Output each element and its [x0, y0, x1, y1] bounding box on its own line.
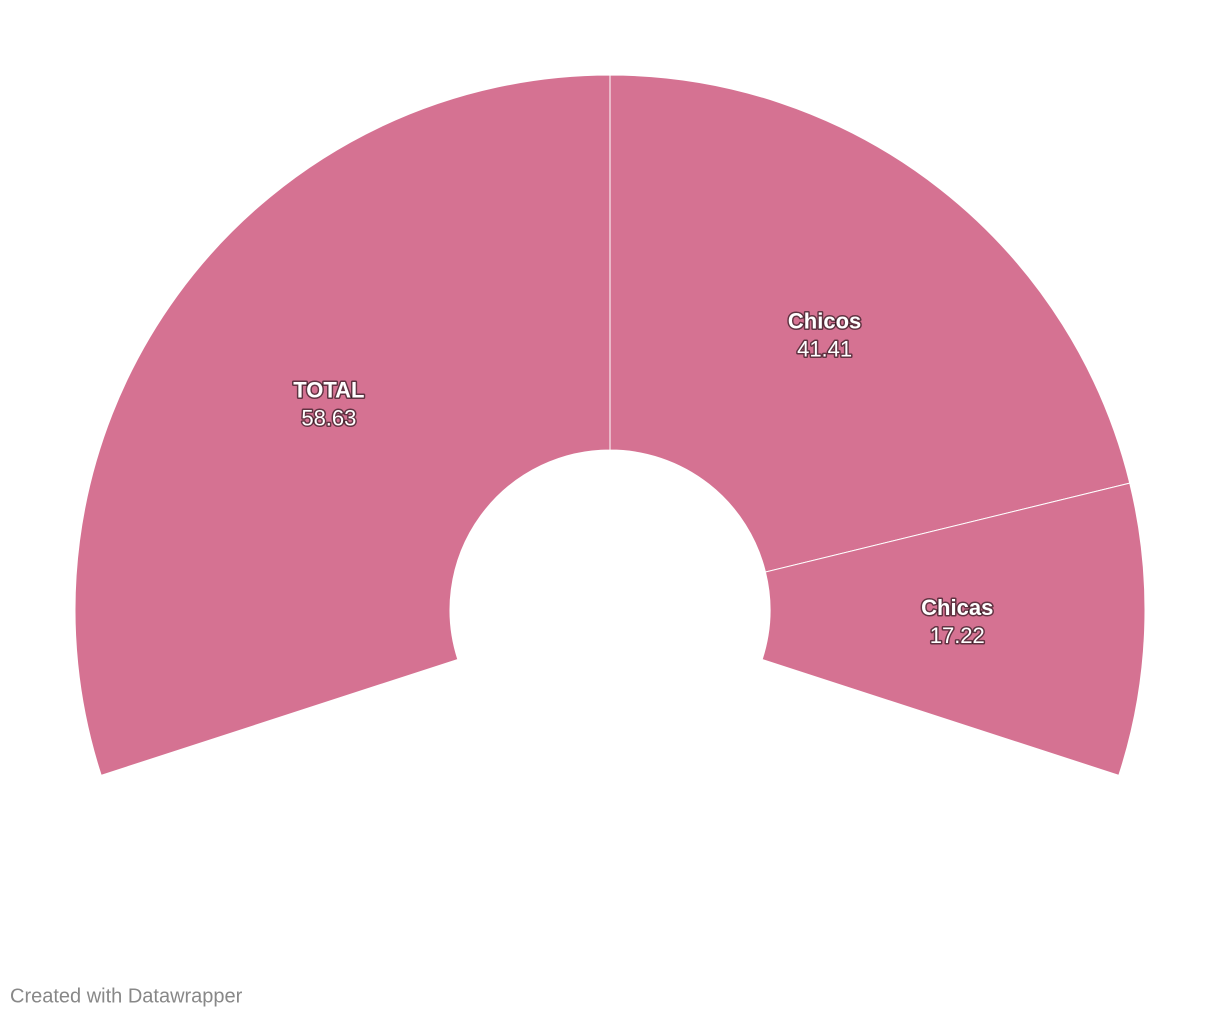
credit: Created with Datawrapper	[10, 985, 243, 1007]
slice-label: TOTAL	[293, 378, 364, 403]
slice	[761, 482, 1146, 776]
slice-label: Chicos	[788, 309, 861, 334]
slice-value: 58.63	[301, 406, 356, 431]
slice-label: Chicas	[921, 595, 993, 620]
slice-value: 17.22	[930, 623, 985, 648]
slice-value: 41.41	[797, 337, 852, 362]
slice	[609, 74, 1131, 573]
slice	[74, 74, 611, 776]
